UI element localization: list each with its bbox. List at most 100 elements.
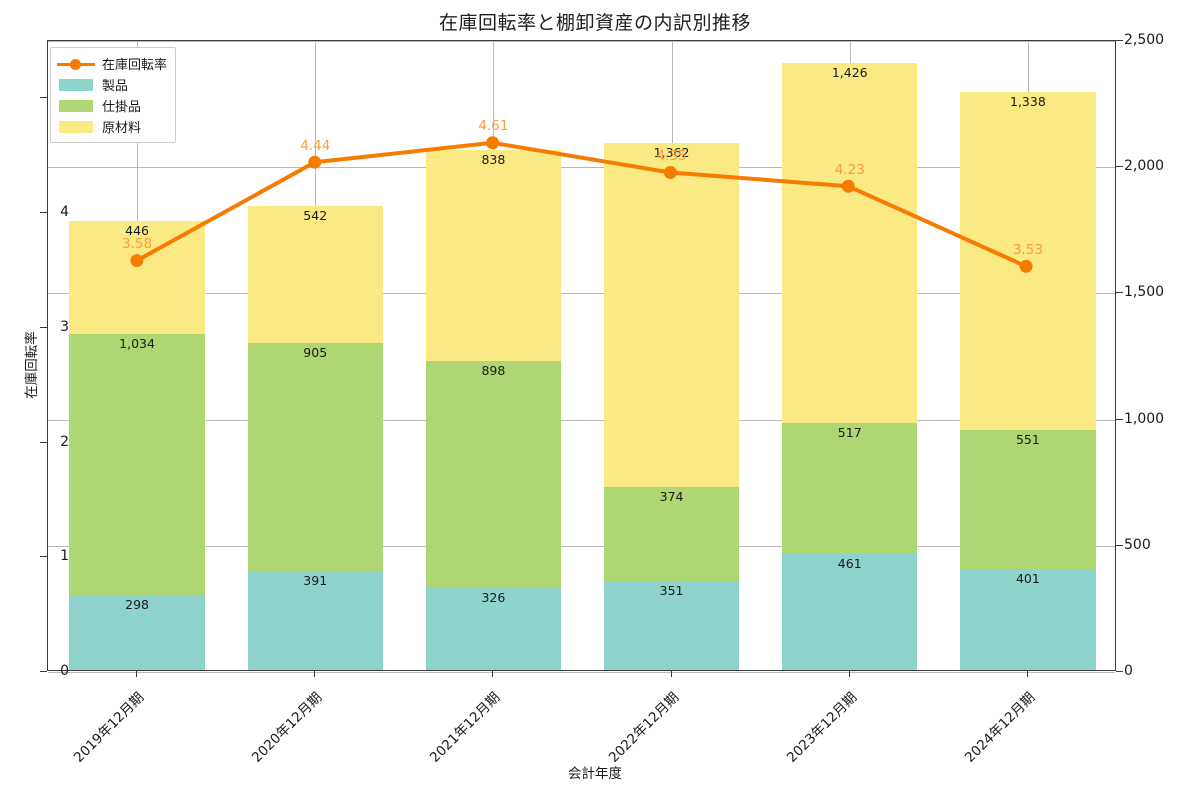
bar-stack[interactable]: 461 517 1,426 — [782, 39, 918, 670]
legend-item[interactable]: 原材料 — [57, 116, 167, 137]
gridline-horizontal — [48, 167, 1115, 169]
gridline-horizontal — [48, 293, 1115, 295]
bar-segment-value: 351 — [659, 583, 684, 599]
y-axis-left-tick-mark — [40, 671, 47, 672]
legend-label: 仕掛品 — [102, 100, 142, 115]
y-axis-right-tick-label: 500 — [1124, 536, 1151, 553]
bar-segment-原材料[interactable]: 1,362 — [603, 143, 740, 487]
y-axis-left-tick-label: 0 — [60, 663, 69, 679]
bar-stack[interactable]: 391 905 542 — [247, 39, 383, 670]
bar-segment-value: 391 — [303, 573, 328, 589]
y-axis-right-tick-mark — [1116, 292, 1123, 294]
bar-segment-value: 1,338 — [1010, 94, 1046, 109]
legend-marker-icon — [70, 58, 81, 70]
x-axis-tick-label: 2020年12月期 — [249, 689, 326, 766]
bar-segment-製品[interactable]: 391 — [247, 571, 383, 670]
gridline-horizontal — [48, 419, 1115, 421]
bar-segment-仕掛品[interactable]: 551 — [960, 429, 1096, 569]
bar-segment-value: 905 — [303, 344, 328, 360]
y-axis-right-tick-label: 2,500 — [1124, 32, 1165, 48]
x-axis-tick-label: 2024年12月期 — [961, 689, 1039, 766]
y-axis-left-tick-mark — [40, 441, 47, 443]
line-point-value: 4.23 — [834, 161, 865, 178]
legend-item[interactable]: 製品 — [57, 74, 167, 95]
legend-key — [57, 120, 95, 134]
y-axis-right-tick-mark — [1116, 166, 1123, 168]
line-marker[interactable] — [841, 179, 855, 193]
bar-segment-製品[interactable]: 461 — [782, 553, 918, 670]
bar-segment-仕掛品[interactable]: 517 — [782, 423, 918, 554]
gridline-horizontal — [48, 672, 1115, 673]
line-point-value: 3.58 — [122, 236, 153, 253]
bar-stack[interactable]: 298 1,034 446 — [69, 39, 205, 670]
bar-segment-原材料[interactable]: 838 — [425, 149, 562, 362]
line-point-value: 3.53 — [1012, 242, 1043, 258]
y-axis-right-tick-label: 1,500 — [1124, 284, 1165, 301]
gridline-horizontal — [48, 545, 1115, 547]
legend-key — [57, 78, 95, 92]
x-axis-tick-mark — [848, 671, 850, 677]
legend-item[interactable]: 在庫回転率 — [57, 53, 167, 74]
y-axis-right-tick-mark — [1116, 544, 1123, 546]
bar-segment-value: 298 — [125, 596, 149, 612]
bar-segment-原材料[interactable]: 1,426 — [782, 63, 918, 424]
x-axis-tick-mark — [1026, 671, 1028, 677]
legend-swatch-icon — [59, 99, 93, 112]
inventory-turnover-line — [130, 136, 1033, 273]
legend-key — [57, 99, 95, 113]
y-axis-right-tick-label: 2,000 — [1124, 158, 1165, 175]
x-axis-tick-mark — [136, 671, 138, 677]
bar-segment-value: 374 — [659, 489, 684, 504]
bar-segment-原材料[interactable]: 542 — [247, 206, 383, 343]
x-axis-tick-mark — [492, 671, 494, 677]
line-marker[interactable] — [308, 155, 322, 169]
bar-segment-value: 446 — [125, 223, 149, 239]
bar-segment-value: 542 — [303, 208, 328, 224]
x-axis-tick-label: 2023年12月期 — [783, 689, 861, 766]
line-marker[interactable] — [130, 254, 144, 268]
bar-segment-value: 1,426 — [831, 65, 868, 81]
line-point-value: 4.61 — [478, 118, 509, 135]
legend-swatch-icon — [59, 120, 93, 133]
y-axis-left-tick-label: 3 — [60, 318, 69, 335]
y-axis-right-tick-mark — [1116, 40, 1123, 41]
y-axis-left-label: 在庫回転率 — [23, 331, 40, 399]
bar-segment-value: 517 — [837, 425, 862, 441]
x-axis-tick-mark — [670, 671, 672, 677]
bar-segment-原材料[interactable]: 446 — [69, 221, 205, 334]
y-axis-left-tick-label: 2 — [60, 433, 69, 450]
legend-item[interactable]: 仕掛品 — [57, 95, 167, 116]
bar-segment-仕掛品[interactable]: 905 — [247, 342, 383, 572]
bar-segment-仕掛品[interactable]: 898 — [425, 361, 562, 588]
x-axis-label: 会計年度 — [568, 766, 622, 782]
y-axis-left-tick-mark — [40, 212, 47, 214]
bar-segment-仕掛品[interactable]: 1,034 — [69, 333, 205, 595]
bar-segment-製品[interactable]: 298 — [69, 594, 205, 670]
x-axis-tick-label: 2021年12月期 — [427, 689, 504, 766]
y-axis-left-tick-mark — [40, 556, 47, 558]
bar-segment-value: 326 — [481, 589, 506, 605]
line-marker[interactable] — [663, 166, 677, 179]
bar-segment-value: 898 — [481, 363, 506, 379]
y-axis-right-tick-mark — [1116, 418, 1123, 420]
legend-label: 製品 — [102, 79, 129, 94]
bar-segment-製品[interactable]: 401 — [960, 568, 1096, 670]
bar-stack[interactable]: 351 374 1,362 — [603, 39, 740, 670]
legend-swatch-icon — [59, 78, 93, 91]
bar-segment-仕掛品[interactable]: 374 — [603, 487, 740, 582]
bar-stack[interactable]: 326 898 838 — [425, 39, 562, 670]
gridline-horizontal — [48, 41, 1115, 42]
chart-title: 在庫回転率と棚卸資産の内訳別推移 — [438, 12, 751, 34]
bar-segment-value: 1,362 — [653, 145, 690, 161]
y-axis-right-tick-label: 0 — [1124, 663, 1133, 679]
bar-segment-製品[interactable]: 351 — [603, 581, 740, 670]
line-marker[interactable] — [1019, 259, 1033, 273]
bar-segment-value: 401 — [1015, 570, 1040, 586]
y-axis-left-tick-label: 4 — [60, 204, 69, 221]
bar-segment-value: 838 — [481, 151, 506, 167]
bar-segment-製品[interactable]: 326 — [425, 587, 562, 670]
line-marker[interactable] — [486, 136, 500, 150]
x-axis-tick-label: 2019年12月期 — [70, 689, 148, 766]
legend-label: 原材料 — [102, 121, 142, 136]
